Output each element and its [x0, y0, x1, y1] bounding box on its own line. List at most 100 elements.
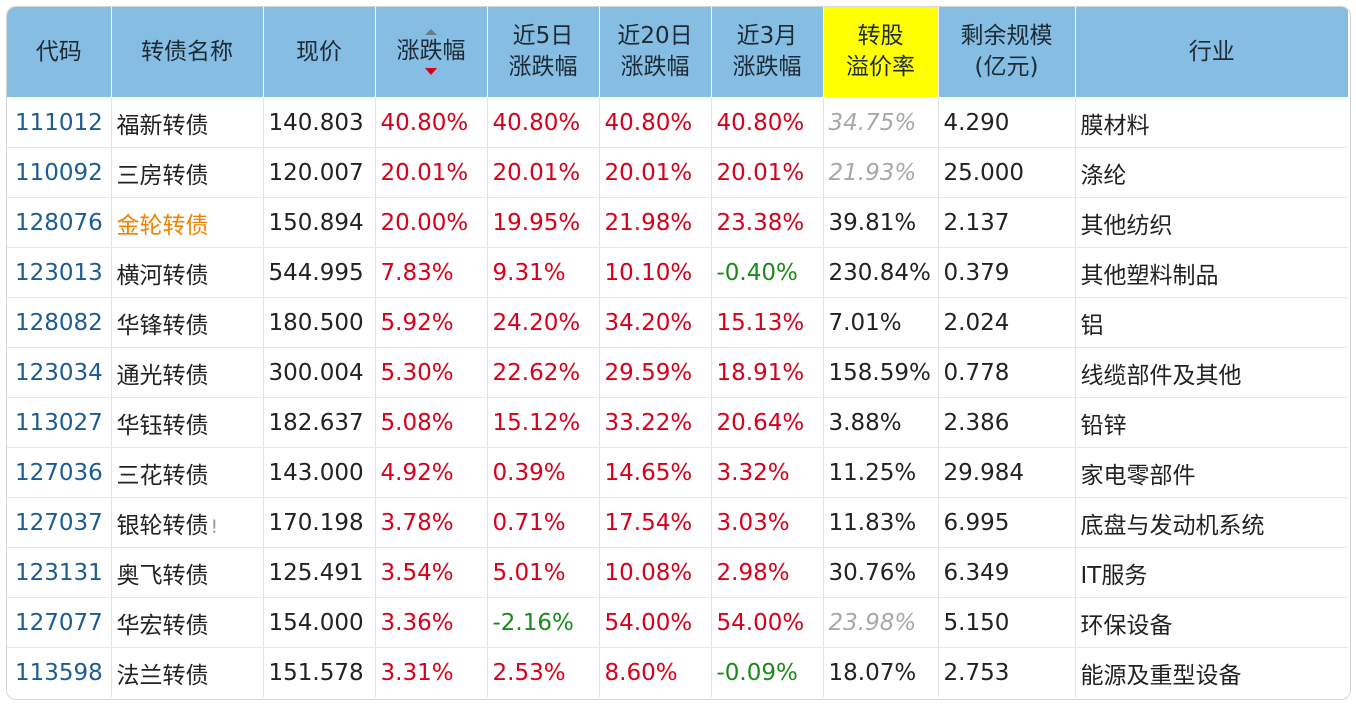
chg5-cell: 5.01% — [487, 547, 600, 598]
price-cell: 170.198 — [263, 497, 376, 548]
name-cell[interactable]: 横河转债 — [111, 247, 264, 298]
table-row[interactable]: 113598 法兰转债 151.578 3.31% 2.53% 8.60% -0.09% 18… — [7, 647, 1348, 697]
premium-cell: 7.01% — [823, 297, 939, 348]
table-row[interactable]: 123013 横河转债 544.995 7.83% 9.31% 10.10% -0.40% 2… — [7, 247, 1348, 298]
table-row[interactable]: 110092 三房转债 120.007 20.01% 20.01% 20.01% 20.01… — [7, 147, 1348, 198]
industry-cell: IT服务 — [1075, 547, 1348, 598]
code-cell[interactable]: 111012 — [7, 97, 112, 148]
chg3m-cell: -0.40% — [711, 247, 824, 298]
name-cell[interactable]: 三花转债 — [111, 447, 264, 498]
premium-cell: 158.59% — [823, 347, 939, 398]
code-cell[interactable]: 128082 — [7, 297, 112, 348]
col-header-price[interactable]: 现价 — [263, 7, 376, 98]
premium-cell: 11.83% — [823, 497, 939, 548]
code-cell[interactable]: 128076 — [7, 197, 112, 248]
chg20-cell: 17.54% — [599, 497, 712, 548]
industry-cell: 环保设备 — [1075, 597, 1348, 648]
chg3m-cell: 3.03% — [711, 497, 824, 548]
price-cell: 544.995 — [263, 247, 376, 298]
sort-desc-icon[interactable] — [425, 68, 437, 75]
code-cell[interactable]: 110092 — [7, 147, 112, 198]
chg20-cell: 20.01% — [599, 147, 712, 198]
chg20-cell: 8.60% — [599, 647, 712, 697]
chg5-cell: 24.20% — [487, 297, 600, 348]
col-header-chg3m[interactable]: 近3月 涨跌幅 — [711, 7, 824, 98]
chg5-cell: -2.16% — [487, 597, 600, 648]
sort-control[interactable]: 涨跌幅 — [397, 29, 466, 75]
col-header-chg20[interactable]: 近20日 涨跌幅 — [599, 7, 712, 98]
code-cell[interactable]: 113598 — [7, 647, 112, 697]
name-cell[interactable]: 通光转债 — [111, 347, 264, 398]
table-row[interactable]: 127036 三花转债 143.000 4.92% 0.39% 14.65% 3.32% 11… — [7, 447, 1348, 498]
size-cell: 2.753 — [938, 647, 1076, 697]
price-cell: 140.803 — [263, 97, 376, 148]
industry-cell: 线缆部件及其他 — [1075, 347, 1348, 398]
industry-cell: 其他纺织 — [1075, 197, 1348, 248]
table-row[interactable]: 127037 银轮转债! 170.198 3.78% 0.71% 17.54% 3.03% 1… — [7, 497, 1348, 548]
convertible-bond-table: 代码 转债名称 现价 涨跌幅 近5日 涨跌幅 近20日 涨跌幅 近3月 涨跌幅 转股溢… — [7, 7, 1348, 697]
premium-cell: 230.84% — [823, 247, 939, 298]
chg3m-cell: 2.98% — [711, 547, 824, 598]
size-cell: 2.137 — [938, 197, 1076, 248]
col-header-premium[interactable]: 转股 溢价率 — [823, 7, 939, 98]
chg20-cell: 14.65% — [599, 447, 712, 498]
name-cell[interactable]: 银轮转债! — [111, 497, 264, 548]
code-cell[interactable]: 127036 — [7, 447, 112, 498]
code-cell[interactable]: 127077 — [7, 597, 112, 648]
chg20-cell: 21.98% — [599, 197, 712, 248]
col-header-size[interactable]: 剩余规模 (亿元) — [938, 7, 1076, 98]
name-cell[interactable]: 三房转债 — [111, 147, 264, 198]
name-cell[interactable]: 福新转债 — [111, 97, 264, 148]
size-cell: 25.000 — [938, 147, 1076, 198]
table-row[interactable]: 111012 福新转债 140.803 40.80% 40.80% 40.80% 40.80… — [7, 97, 1348, 148]
code-cell[interactable]: 127037 — [7, 497, 112, 548]
table-row[interactable]: 123034 通光转债 300.004 5.30% 22.62% 29.59% 18.91%… — [7, 347, 1348, 398]
change-cell: 5.30% — [375, 347, 488, 398]
name-cell[interactable]: 华宏转债 — [111, 597, 264, 648]
change-cell: 5.08% — [375, 397, 488, 448]
code-cell[interactable]: 123131 — [7, 547, 112, 598]
col-header-name[interactable]: 转债名称 — [111, 7, 264, 98]
code-cell[interactable]: 123013 — [7, 247, 112, 298]
change-cell: 3.36% — [375, 597, 488, 648]
table-row[interactable]: 128076 金轮转债 150.894 20.00% 19.95% 21.98% 23.38… — [7, 197, 1348, 248]
table-row[interactable]: 127077 华宏转债 154.000 3.36% -2.16% 54.00% 54.00%… — [7, 597, 1348, 648]
size-cell: 29.984 — [938, 447, 1076, 498]
industry-cell: 铅锌 — [1075, 397, 1348, 448]
chg20-cell: 10.10% — [599, 247, 712, 298]
chg5-cell: 20.01% — [487, 147, 600, 198]
table-row[interactable]: 113027 华钰转债 182.637 5.08% 15.12% 33.22% 20.64%… — [7, 397, 1348, 448]
col-header-change[interactable]: 涨跌幅 — [375, 7, 488, 98]
premium-cell: 18.07% — [823, 647, 939, 697]
table-row[interactable]: 128082 华锋转债 180.500 5.92% 24.20% 34.20% 15.13%… — [7, 297, 1348, 348]
sort-asc-icon[interactable] — [425, 29, 437, 35]
name-cell[interactable]: 奥飞转债 — [111, 547, 264, 598]
table-body: 111012 福新转债 140.803 40.80% 40.80% 40.80% 40.80… — [7, 97, 1348, 697]
col-header-industry[interactable]: 行业 — [1075, 7, 1348, 98]
price-cell: 150.894 — [263, 197, 376, 248]
change-cell: 7.83% — [375, 247, 488, 298]
chg3m-cell: 18.91% — [711, 347, 824, 398]
name-cell[interactable]: 华钰转债 — [111, 397, 264, 448]
chg5-cell: 15.12% — [487, 397, 600, 448]
name-cell[interactable]: 华锋转债 — [111, 297, 264, 348]
col-header-code[interactable]: 代码 — [7, 7, 112, 98]
size-cell: 6.995 — [938, 497, 1076, 548]
name-cell[interactable]: 法兰转债 — [111, 647, 264, 697]
chg3m-cell: 3.32% — [711, 447, 824, 498]
code-cell[interactable]: 123034 — [7, 347, 112, 398]
name-cell[interactable]: 金轮转债 — [111, 197, 264, 248]
table-row[interactable]: 123131 奥飞转债 125.491 3.54% 5.01% 10.08% 2.98% 30… — [7, 547, 1348, 598]
size-cell: 6.349 — [938, 547, 1076, 598]
change-cell: 3.54% — [375, 547, 488, 598]
chg20-cell: 40.80% — [599, 97, 712, 148]
chg5-cell: 2.53% — [487, 647, 600, 697]
chg3m-cell: 40.80% — [711, 97, 824, 148]
premium-cell: 30.76% — [823, 547, 939, 598]
col-header-chg5[interactable]: 近5日 涨跌幅 — [487, 7, 600, 98]
code-cell[interactable]: 113027 — [7, 397, 112, 448]
chg3m-cell: 20.64% — [711, 397, 824, 448]
header-row: 代码 转债名称 现价 涨跌幅 近5日 涨跌幅 近20日 涨跌幅 近3月 涨跌幅 转股溢… — [7, 7, 1348, 98]
chg3m-cell: -0.09% — [711, 647, 824, 697]
chg5-cell: 19.95% — [487, 197, 600, 248]
